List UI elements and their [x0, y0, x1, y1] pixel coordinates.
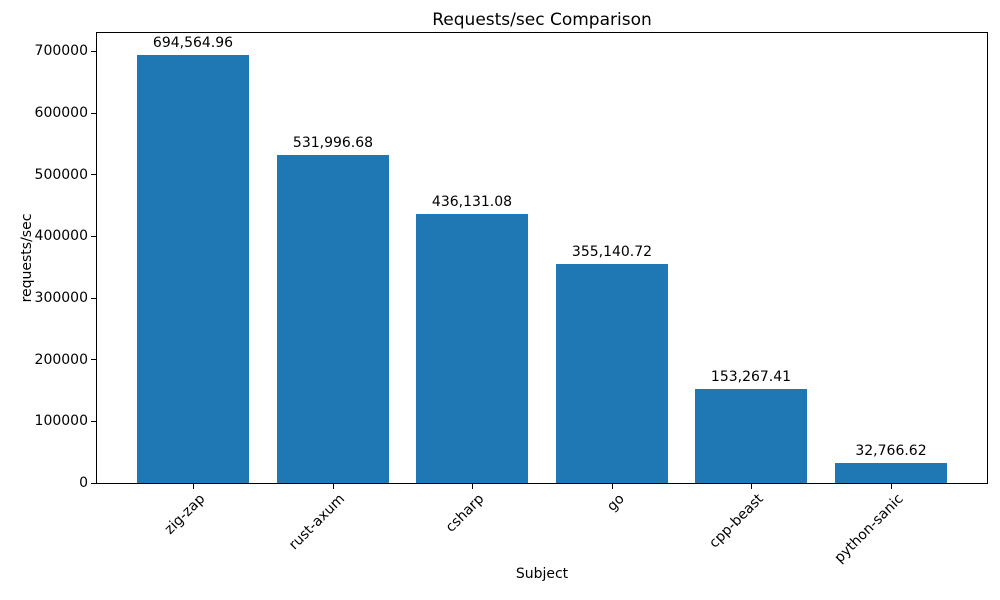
x-tick-label: rust-axum	[286, 491, 349, 554]
y-tick	[91, 359, 96, 361]
y-tick	[91, 420, 96, 422]
y-tick-label: 700000	[34, 43, 88, 60]
bar	[277, 155, 389, 483]
x-tick-label: cpp-beast	[705, 491, 767, 552]
y-tick-label: 300000	[34, 290, 88, 307]
x-tick	[472, 484, 473, 489]
x-tick-label: zig-zap	[161, 491, 209, 538]
y-tick	[91, 297, 96, 299]
x-tick-label: csharp	[442, 491, 488, 536]
y-tick	[91, 235, 96, 237]
bar	[556, 264, 668, 483]
y-tick	[91, 482, 96, 484]
y-tick	[91, 50, 96, 52]
bar-value-label: 32,766.62	[855, 443, 927, 459]
x-tick	[333, 484, 334, 489]
y-tick	[91, 112, 96, 114]
bar	[835, 463, 947, 483]
bar-value-label: 153,267.41	[710, 369, 792, 385]
bar-value-label: 531,996.68	[292, 135, 374, 151]
bar	[416, 214, 528, 483]
x-tick-label: python-sanic	[831, 491, 907, 567]
y-tick	[91, 174, 96, 176]
x-tick	[193, 484, 194, 489]
bar-value-label: 355,140.72	[571, 244, 653, 260]
bar	[695, 389, 807, 483]
x-tick	[751, 484, 752, 489]
bar-value-label: 436,131.08	[431, 194, 513, 210]
y-tick-label: 600000	[34, 105, 88, 122]
y-tick-label: 400000	[34, 228, 88, 245]
y-tick-label: 200000	[34, 351, 88, 368]
bar-value-label: 694,564.96	[152, 35, 234, 51]
bar	[137, 55, 249, 483]
y-tick-label: 0	[79, 475, 88, 491]
y-tick-label: 100000	[34, 413, 88, 430]
x-axis-label: Subject	[515, 566, 569, 582]
x-tick	[612, 484, 613, 489]
x-tick	[891, 484, 892, 489]
chart-title: Requests/sec Comparison	[432, 10, 652, 30]
plot-area	[96, 32, 988, 484]
x-tick-label: go	[603, 491, 628, 515]
y-tick-label: 500000	[34, 166, 88, 183]
